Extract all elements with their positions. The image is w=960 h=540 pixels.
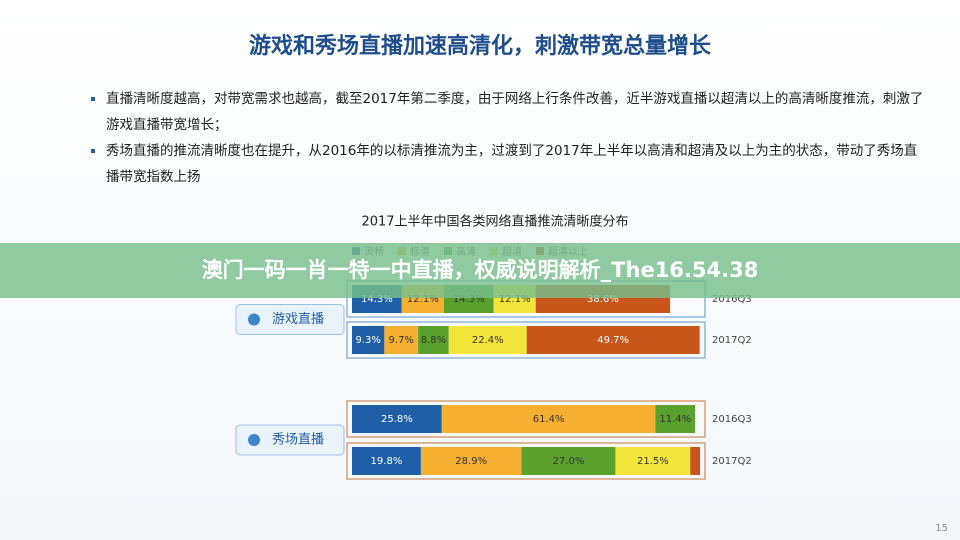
group-label: 秀场直播 <box>272 433 324 448</box>
data-label: 9.3% <box>355 335 380 346</box>
data-label: 38.6% <box>587 294 619 305</box>
bar-segment <box>441 405 656 433</box>
y-tick-label: 2017Q2 <box>712 335 752 346</box>
bullet: 直播清晰度越高，对带宽需求也越高，截至2017年第二季度，由于网络上行条件改善，… <box>106 86 926 138</box>
data-label: 27.0% <box>553 456 585 467</box>
row-frame <box>346 400 706 438</box>
bar-segment <box>352 447 421 475</box>
data-label: 14.3% <box>453 294 485 305</box>
y-tick-label: 2017Q2 <box>712 456 752 467</box>
group-icon <box>248 434 260 446</box>
slide-title: 游戏和秀场直播加速高清化，刺激带宽总量增长 <box>248 34 711 59</box>
data-label: 11.4% <box>659 414 691 425</box>
data-label: 12.1% <box>499 294 531 305</box>
bullet: 秀场直播的推流清晰度也在提升，从2016年的以标清推流为主，过渡到了2017年上… <box>106 138 926 190</box>
group-label-box <box>235 304 345 335</box>
bar-segment <box>521 447 616 475</box>
data-label: 9.7% <box>389 335 414 346</box>
bar-segment <box>420 447 522 475</box>
banner: 澳门一码一肖一特一中直播，权威说明解析_The16.54.38 <box>0 243 960 298</box>
y-tick-label: 2016Q3 <box>712 294 752 305</box>
data-label: 14.3% <box>361 294 393 305</box>
group-icon <box>248 313 260 326</box>
data-label: 19.8% <box>371 456 403 467</box>
bar-segment <box>615 447 691 475</box>
y-tick-label: 2016Q3 <box>712 414 752 425</box>
data-label: 21.5% <box>637 456 669 467</box>
data-label: 8.8% <box>421 335 446 346</box>
data-label: 22.4% <box>472 335 504 346</box>
bar-segment <box>352 405 442 433</box>
bar-segment <box>352 326 385 354</box>
group-label: 游戏直播 <box>272 312 324 327</box>
row-frame <box>346 321 706 359</box>
bar-segment <box>690 447 700 475</box>
data-label: 12.1% <box>407 294 439 305</box>
chart-title: 2017上半年中国各类网络直播推流清晰度分布 <box>361 214 628 230</box>
bar-segment <box>418 326 449 354</box>
bar-segment <box>448 326 527 354</box>
data-label: 61.4% <box>533 414 565 425</box>
bar-segment <box>655 405 696 433</box>
row-frame <box>346 442 706 480</box>
data-label: 25.8% <box>381 414 413 425</box>
bar-segment <box>526 326 700 354</box>
data-label: 28.9% <box>455 456 487 467</box>
page-number: 15 <box>935 523 948 534</box>
bar-segment <box>384 326 419 354</box>
bullet-list: 直播清晰度越高，对带宽需求也越高，截至2017年第二季度，由于网络上行条件改善，… <box>86 86 926 190</box>
data-label: 49.7% <box>597 335 629 346</box>
group-label-box <box>235 424 345 456</box>
